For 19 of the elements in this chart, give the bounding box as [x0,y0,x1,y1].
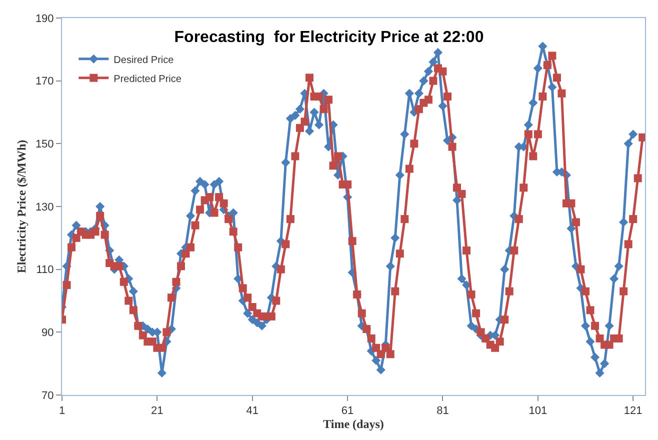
y-tick-label: 110 [36,264,54,276]
x-axis-title: Time (days) [323,417,384,432]
x-tick-label: 21 [151,405,164,418]
x-tick-label: 1 [58,405,66,418]
x-tick-label: 121 [624,405,642,418]
y-tick-label: 90 [42,327,54,340]
x-tick-label: 101 [528,405,548,418]
legend-label: Predicted Price [114,74,182,85]
x-tick-label: 61 [341,405,354,418]
legend-label: Desired Price [114,54,174,66]
text: Forecasting for Electricity Price at 22:00 [174,29,484,46]
y-tick-label: 70 [42,390,54,402]
x-tick-label: 41 [246,405,258,418]
y-tick-label: 170 [35,76,54,88]
y-tick-label: 130 [35,201,54,214]
y-tick-label: 190 [35,12,54,25]
y-tick-label: 150 [35,138,54,151]
x-tick-label: 81 [436,405,449,418]
y-axis-title: Electricity Price ($/MWh) [14,140,29,274]
